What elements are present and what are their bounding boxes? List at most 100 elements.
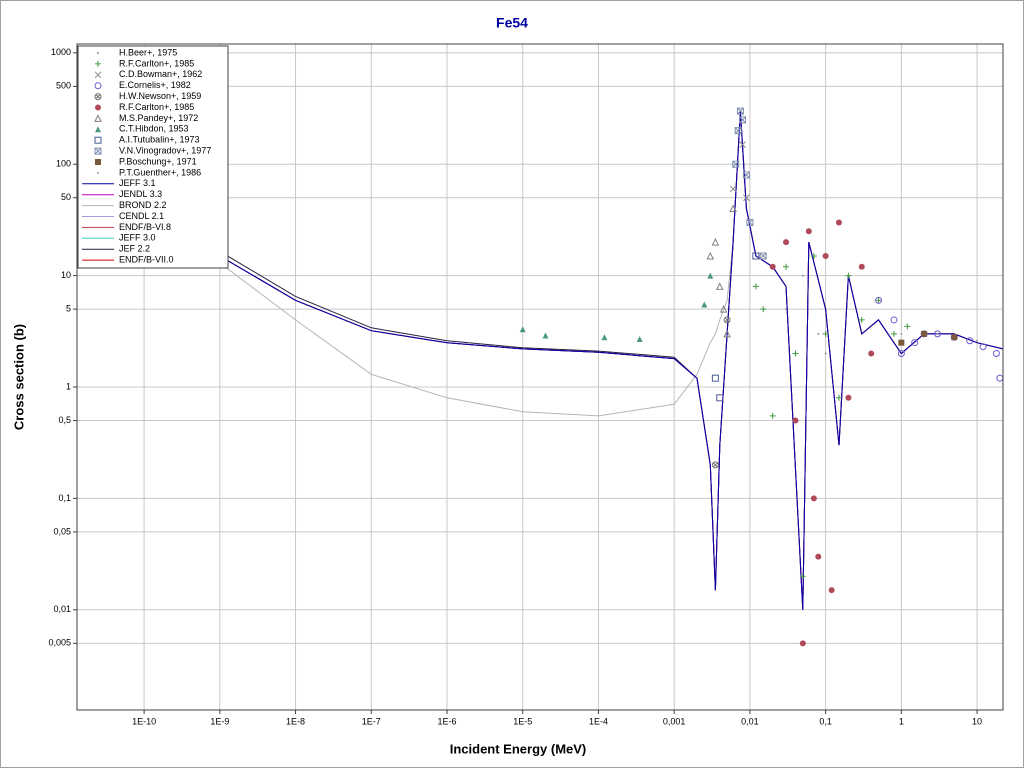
data-point <box>734 127 742 135</box>
legend-swatch <box>94 71 102 79</box>
x-tick-label: 1E-10 <box>132 716 156 726</box>
data-point <box>701 301 708 308</box>
y-tick-label: 1 <box>66 381 71 391</box>
data-point <box>760 306 767 313</box>
legend-label: JEFF 3.1 <box>119 178 156 188</box>
data-point <box>966 337 974 345</box>
legend-label: M.S.Pandey+, 1972 <box>119 113 198 123</box>
legend-label: C.T.Hibdon, 1953 <box>119 124 189 134</box>
data-point <box>904 323 911 330</box>
legend-label: V.N.Vinogradov+, 1977 <box>119 145 211 155</box>
data-point <box>769 412 776 419</box>
y-tick-label: 10 <box>61 270 71 280</box>
legend-label: A.I.Tutubalin+, 1973 <box>119 135 199 145</box>
legend-label: JEFF 3.0 <box>119 233 156 243</box>
data-point <box>729 185 737 193</box>
data-point <box>746 218 754 226</box>
data-point <box>810 495 817 502</box>
x-tick-label: 0,1 <box>819 716 832 726</box>
x-tick-label: 1E-7 <box>362 716 381 726</box>
data-point <box>976 339 979 342</box>
data-point <box>792 417 799 424</box>
legend-label: JEF 2.2 <box>119 244 150 254</box>
legend-label: P.T.Guenther+, 1986 <box>119 167 201 177</box>
data-point <box>875 296 883 304</box>
data-point <box>601 334 608 341</box>
data-point <box>783 239 790 246</box>
data-point <box>815 553 822 560</box>
data-point <box>936 332 939 335</box>
legend-label: JENDL 3.3 <box>119 189 162 199</box>
data-point <box>828 587 835 594</box>
data-point <box>739 141 746 148</box>
y-tick-label: 100 <box>56 159 71 169</box>
data-point <box>810 252 817 259</box>
data-point <box>858 263 865 270</box>
data-point <box>719 305 728 313</box>
legend-label: E.Cornelis+, 1982 <box>119 80 191 90</box>
data-point <box>835 394 842 401</box>
x-tick-label: 10 <box>972 716 982 726</box>
legend-swatch <box>95 104 101 111</box>
data-point <box>711 461 719 469</box>
data-point <box>716 394 724 402</box>
data-point <box>742 171 750 179</box>
data-point <box>801 274 804 277</box>
data-point <box>933 330 941 338</box>
x-tick-label: 1 <box>899 716 904 726</box>
x-axis-title: Incident Energy (MeV) <box>450 741 587 756</box>
legend-box <box>77 45 229 269</box>
data-point <box>921 330 928 337</box>
y-axis-title: Cross section (b) <box>11 324 26 430</box>
data-point <box>752 283 759 290</box>
data-point <box>911 339 919 347</box>
y-tick-label: 0,005 <box>48 638 71 648</box>
data-point <box>706 251 715 260</box>
data-point <box>711 237 720 246</box>
legend-label: H.Beer+, 1975 <box>119 47 177 57</box>
data-point <box>759 252 767 260</box>
data-point <box>715 282 724 290</box>
data-point <box>900 332 903 335</box>
data-point <box>732 160 740 168</box>
legend-label: ENDF/B-VI.8 <box>119 222 171 232</box>
x-tick-label: 1E-8 <box>286 716 305 726</box>
y-tick-label: 5 <box>66 304 71 314</box>
legend-swatch <box>94 114 102 122</box>
data-point <box>736 107 744 115</box>
data-point <box>890 316 898 324</box>
x-tick-label: 1E-5 <box>513 716 532 726</box>
legend-swatch <box>97 52 99 54</box>
data-point <box>542 332 549 339</box>
data-point <box>729 204 737 213</box>
data-point <box>752 252 760 260</box>
data-point <box>822 252 829 259</box>
data-point <box>979 343 987 351</box>
data-point <box>845 272 852 279</box>
y-tick-label: 0,05 <box>53 526 71 536</box>
y-tick-label: 0,01 <box>53 604 71 614</box>
y-tick-label: 500 <box>56 81 71 91</box>
legend-label: H.W.Newson+, 1959 <box>119 91 201 101</box>
data-point <box>769 263 776 270</box>
x-tick-label: 1E-6 <box>437 716 456 726</box>
data-point <box>845 394 852 401</box>
legend-label: ENDF/B-VII.0 <box>119 254 174 264</box>
plot-border <box>76 43 1004 711</box>
data-point <box>897 349 905 357</box>
data-point <box>743 194 750 202</box>
legend-swatch <box>95 126 101 133</box>
data-point <box>992 349 1000 357</box>
y-tick-label: 0,1 <box>58 493 71 503</box>
legend-label: BROND 2.2 <box>119 200 167 210</box>
data-point <box>707 272 714 279</box>
data-line <box>77 111 1003 610</box>
data-point <box>951 334 958 341</box>
data-point <box>898 339 905 346</box>
data-point <box>822 330 829 337</box>
x-tick-label: 0,001 <box>663 716 686 726</box>
legend-label: C.D.Bowman+, 1962 <box>119 69 202 79</box>
x-tick-label: 0,01 <box>741 716 759 726</box>
data-point <box>723 329 731 338</box>
